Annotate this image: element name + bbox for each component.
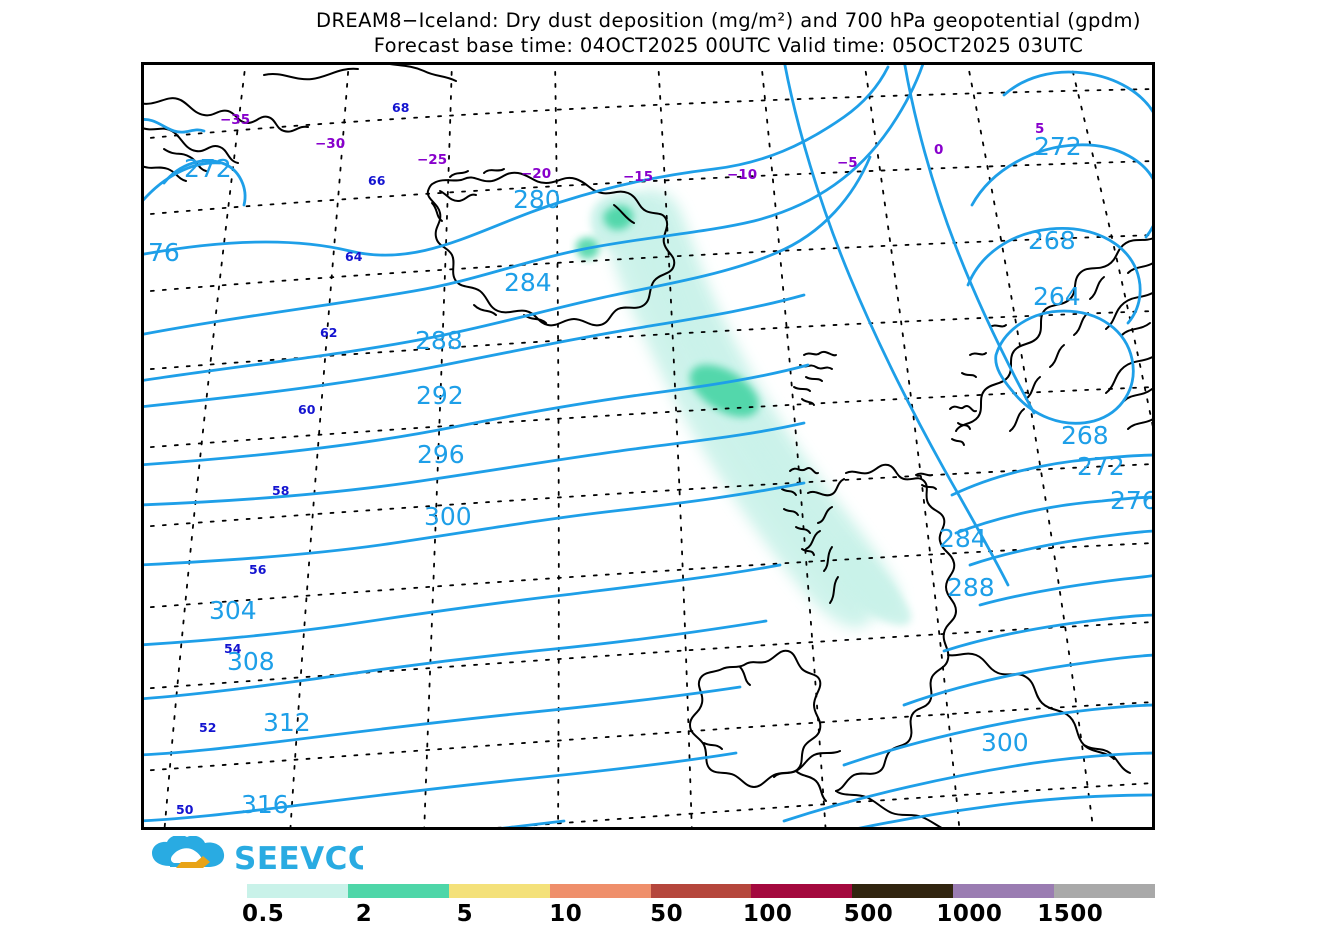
lat-label-60: 60 (298, 402, 316, 417)
lon-label-m15: −15 (623, 169, 653, 185)
colorbar-label-0: 0.5 (242, 901, 285, 927)
lat-label-58: 58 (272, 483, 289, 498)
chart-title-block: DREAM8−Iceland: Dry dust deposition (mg/… (141, 8, 1316, 58)
lat-label-68: 68 (392, 100, 409, 115)
colorbar: 0.5 2 5 10 50 100 500 1000 1500 (242, 884, 1156, 927)
contour-label-304: 304 (209, 596, 257, 625)
contour-label-316: 316 (241, 790, 289, 819)
colorbar-label-2: 5 (456, 901, 474, 927)
contour-label-300a: 300 (424, 502, 472, 531)
colorbar-segment-1 (347, 884, 449, 898)
arrow-icon (176, 856, 210, 868)
contour-label-276a: 76 (148, 238, 180, 267)
colorbar-label-8: 1500 (1037, 901, 1104, 927)
geopotential-contours (144, 65, 1152, 827)
lon-label-m35: −35 (220, 112, 250, 128)
lon-label-m5: −5 (837, 155, 858, 171)
colorbar-segment-5 (751, 884, 853, 898)
map-canvas: 272 76 280 284 288 292 296 300 304 308 3… (144, 65, 1152, 827)
contour-label-288a: 288 (415, 326, 463, 355)
geopotential-contour-labels: 272 76 280 284 288 292 296 300 304 308 3… (148, 132, 1152, 819)
lon-label-m25: −25 (417, 152, 447, 168)
lon-label-5: 5 (1035, 121, 1044, 137)
lat-label-56: 56 (249, 562, 267, 577)
lon-label-m30: −30 (315, 136, 345, 152)
contour-label-272a: 272 (184, 154, 232, 183)
chart-subtitle: Forecast base time: 04OCT2025 00UTC Vali… (373, 34, 1084, 57)
contour-label-284a: 284 (504, 268, 552, 297)
contour-label-272b: 272 (1034, 132, 1082, 161)
graticule (144, 65, 1152, 827)
contour-label-280: 280 (513, 185, 561, 214)
coastlines (144, 65, 1152, 827)
contour-label-268a: 268 (1028, 226, 1076, 255)
contour-label-272c: 272 (1077, 452, 1125, 481)
longitude-tick-labels: −35 −30 −25 −20 −15 −10 −5 0 5 (220, 112, 1044, 185)
colorbar-label-6: 500 (843, 901, 894, 927)
colorbar-tick-labels: 0.5 2 5 10 50 100 500 1000 1500 (242, 901, 1155, 927)
colorbar-segment-8 (1054, 884, 1156, 898)
latitude-tick-labels: 68 66 64 62 60 58 56 54 52 50 (176, 100, 409, 817)
contour-label-284b: 284 (939, 524, 987, 553)
lat-label-52: 52 (199, 720, 216, 735)
colorbar-segment-0 (247, 884, 348, 898)
contour-label-276b: 276 (1110, 486, 1152, 515)
contour-label-288b: 288 (947, 573, 995, 602)
seevccc-logo: SEEVCCC (148, 836, 363, 878)
lat-label-66: 66 (368, 173, 386, 188)
colorbar-gradient (247, 884, 1156, 898)
colorbar-label-5: 100 (742, 901, 793, 927)
colorbar-segment-7 (953, 884, 1055, 898)
dust-deposition-field (576, 189, 912, 628)
contour-label-300b: 300 (981, 728, 1029, 757)
contour-label-296: 296 (417, 440, 465, 469)
colorbar-label-3: 10 (549, 901, 583, 927)
lon-label-0: 0 (934, 142, 943, 158)
colorbar-label-1: 2 (355, 901, 373, 927)
lat-label-54: 54 (224, 641, 242, 656)
colorbar-label-4: 50 (650, 901, 684, 927)
colorbar-label-7: 1000 (936, 901, 1003, 927)
colorbar-segment-4 (650, 884, 752, 898)
colorbar-segment-2 (448, 884, 550, 898)
contour-label-308: 308 (227, 647, 275, 676)
logo-text: SEEVCCC (234, 841, 363, 877)
contour-label-268b: 268 (1061, 421, 1109, 450)
lat-label-50: 50 (176, 802, 194, 817)
lat-label-62: 62 (320, 325, 337, 340)
contour-label-264: 264 (1033, 282, 1081, 311)
colorbar-segment-3 (549, 884, 651, 898)
lon-label-m10: −10 (727, 167, 757, 183)
lat-label-64: 64 (345, 249, 363, 264)
lon-label-m20: −20 (521, 166, 551, 182)
map-panel: 272 76 280 284 288 292 296 300 304 308 3… (141, 62, 1155, 830)
contour-label-292: 292 (416, 381, 464, 410)
colorbar-segment-6 (852, 884, 954, 898)
page-title: DREAM8−Iceland: Dry dust deposition (mg/… (316, 9, 1141, 32)
contour-label-312: 312 (263, 708, 311, 737)
